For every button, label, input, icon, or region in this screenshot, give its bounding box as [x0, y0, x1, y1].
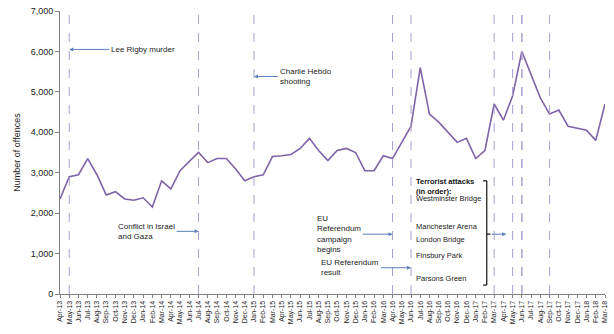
svg-text:Mar-18: Mar-18: [601, 301, 608, 323]
svg-text:Finsbury Park: Finsbury Park: [416, 251, 463, 260]
svg-text:Oct-14: Oct-14: [223, 301, 230, 322]
svg-text:Jan-15: Jan-15: [250, 301, 257, 323]
svg-text:Aug-15: Aug-15: [315, 301, 323, 324]
svg-text:Oct-13: Oct-13: [112, 301, 119, 322]
svg-text:Lee Rigby murder: Lee Rigby murder: [111, 45, 175, 54]
svg-text:Dec-15: Dec-15: [352, 301, 359, 324]
svg-text:Jun-17: Jun-17: [518, 301, 525, 323]
svg-text:Jan-17: Jan-17: [472, 301, 479, 323]
svg-text:Mar-15: Mar-15: [269, 301, 276, 323]
svg-text:Jul-15: Jul-15: [306, 301, 313, 320]
svg-text:Feb-16: Feb-16: [370, 301, 377, 323]
svg-text:Feb-18: Feb-18: [592, 301, 599, 323]
svg-text:London Bridge: London Bridge: [416, 235, 465, 244]
svg-text:Sep-15: Sep-15: [324, 301, 332, 324]
svg-text:Apr-16: Apr-16: [389, 301, 397, 322]
svg-text:Oct-16: Oct-16: [444, 301, 451, 322]
svg-text:Jan-18: Jan-18: [583, 301, 590, 323]
svg-text:Jul-16: Jul-16: [417, 301, 424, 320]
svg-text:1,000: 1,000: [31, 249, 54, 259]
svg-text:Oct-17: Oct-17: [555, 301, 562, 322]
svg-text:Nov-17: Nov-17: [564, 301, 571, 324]
svg-text:Apr-13: Apr-13: [56, 301, 64, 322]
svg-text:Sep-14: Sep-14: [213, 301, 221, 324]
svg-text:5,000: 5,000: [31, 87, 54, 97]
svg-text:4,000: 4,000: [31, 127, 54, 137]
svg-text:Jun-13: Jun-13: [75, 301, 82, 323]
svg-text:Dec-16: Dec-16: [463, 301, 470, 324]
svg-text:Jun-14: Jun-14: [186, 301, 193, 323]
svg-text:Parsons Green: Parsons Green: [416, 274, 466, 283]
svg-text:Mar-14: Mar-14: [158, 301, 165, 323]
svg-text:Sep-17: Sep-17: [546, 301, 554, 324]
svg-text:Number of offences: Number of offences: [12, 113, 22, 192]
svg-text:Nov-14: Nov-14: [232, 301, 239, 324]
svg-text:May-14: May-14: [176, 301, 184, 324]
svg-text:Jun-16: Jun-16: [407, 301, 414, 323]
svg-text:Dec-13: Dec-13: [130, 301, 137, 324]
svg-text:Aug-14: Aug-14: [204, 301, 212, 324]
svg-text:Charlie Hebdoshooting: Charlie Hebdoshooting: [280, 67, 332, 86]
svg-text:Jun-15: Jun-15: [296, 301, 303, 323]
svg-text:Feb-14: Feb-14: [149, 301, 156, 323]
svg-text:Sep-13: Sep-13: [102, 301, 110, 324]
svg-text:Westminster Bridge: Westminster Bridge: [416, 194, 481, 203]
svg-text:Sep-16: Sep-16: [435, 301, 443, 324]
svg-text:Mar-17: Mar-17: [490, 301, 497, 323]
svg-text:EU Referendumresult: EU Referendumresult: [321, 258, 379, 277]
svg-text:Feb-15: Feb-15: [259, 301, 266, 323]
svg-text:Manchester Arena: Manchester Arena: [416, 222, 478, 231]
svg-text:EUReferendumcampaignbegins: EUReferendumcampaignbegins: [317, 214, 361, 254]
svg-text:Conflict in Israeland Gaza: Conflict in Israeland Gaza: [118, 222, 175, 241]
svg-text:Nov-13: Nov-13: [121, 301, 128, 324]
svg-text:May-17: May-17: [509, 301, 517, 324]
svg-text:3,000: 3,000: [31, 168, 54, 178]
svg-text:6,000: 6,000: [31, 47, 54, 57]
svg-text:Feb-17: Feb-17: [481, 301, 488, 323]
svg-text:0: 0: [48, 289, 53, 299]
svg-text:Terrorist attacks(in order):: Terrorist attacks(in order):: [416, 177, 474, 196]
svg-text:Dec-14: Dec-14: [241, 301, 248, 324]
svg-text:7,000: 7,000: [31, 6, 54, 16]
svg-text:Jul-17: Jul-17: [527, 301, 534, 320]
svg-text:Jan-16: Jan-16: [361, 301, 368, 323]
svg-text:Jan-14: Jan-14: [139, 301, 146, 323]
svg-text:Dec-17: Dec-17: [574, 301, 581, 324]
svg-text:Nov-15: Nov-15: [343, 301, 350, 324]
svg-text:2,000: 2,000: [31, 208, 54, 218]
svg-text:Mar-16: Mar-16: [380, 301, 387, 323]
svg-text:May-15: May-15: [287, 301, 295, 324]
svg-text:May-16: May-16: [398, 301, 406, 324]
svg-text:Aug-16: Aug-16: [426, 301, 434, 324]
svg-text:Jul-13: Jul-13: [84, 301, 91, 320]
svg-text:Jul-14: Jul-14: [195, 301, 202, 320]
svg-text:Nov-16: Nov-16: [453, 301, 460, 324]
svg-text:Aug-17: Aug-17: [537, 301, 545, 324]
svg-text:Aug-13: Aug-13: [93, 301, 101, 324]
svg-text:May-13: May-13: [66, 301, 74, 324]
svg-text:Apr-17: Apr-17: [500, 301, 508, 322]
svg-text:Apr-15: Apr-15: [278, 301, 286, 322]
svg-text:Oct-15: Oct-15: [333, 301, 340, 322]
svg-text:Apr-14: Apr-14: [167, 301, 175, 322]
